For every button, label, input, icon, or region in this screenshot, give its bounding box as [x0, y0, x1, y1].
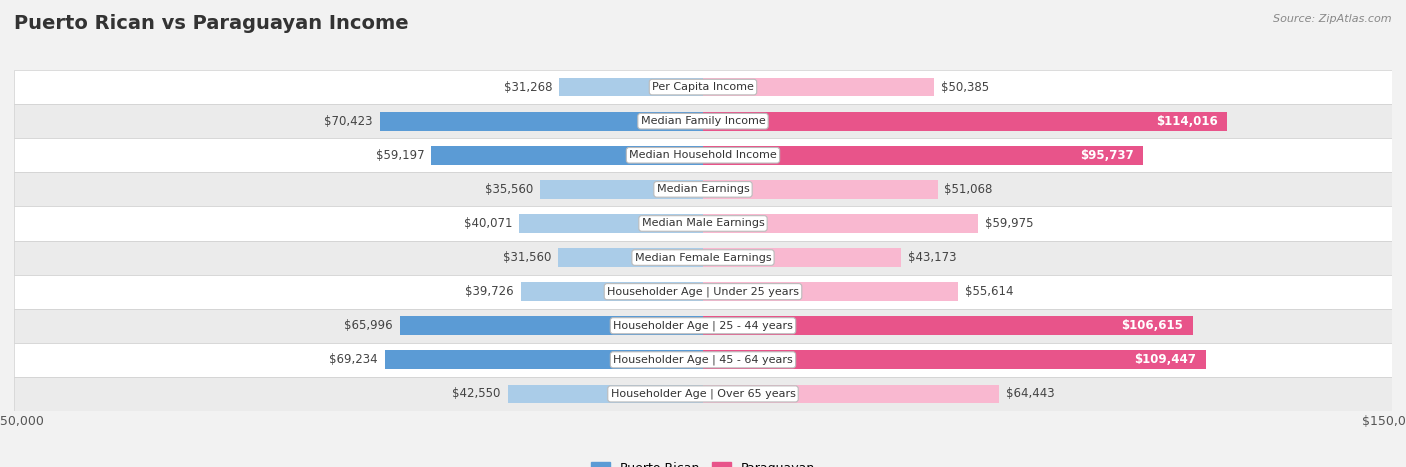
Text: $50,385: $50,385	[941, 81, 990, 93]
Bar	[14, 241, 1392, 275]
Text: Median Male Earnings: Median Male Earnings	[641, 219, 765, 228]
Bar	[703, 350, 1206, 369]
Bar	[520, 282, 703, 301]
Bar	[703, 282, 959, 301]
Bar	[14, 104, 1392, 138]
Text: $65,996: $65,996	[344, 319, 394, 332]
Bar	[14, 309, 1392, 343]
Text: Median Family Income: Median Family Income	[641, 116, 765, 126]
Bar	[14, 377, 1392, 411]
Bar	[703, 316, 1192, 335]
Text: $70,423: $70,423	[325, 115, 373, 127]
Text: $31,560: $31,560	[503, 251, 551, 264]
Text: Per Capita Income: Per Capita Income	[652, 82, 754, 92]
Text: Householder Age | Over 65 years: Householder Age | Over 65 years	[610, 389, 796, 399]
Bar	[703, 112, 1226, 131]
Bar	[380, 112, 703, 131]
Text: Householder Age | Under 25 years: Householder Age | Under 25 years	[607, 286, 799, 297]
Text: $59,975: $59,975	[986, 217, 1033, 230]
Text: $109,447: $109,447	[1135, 354, 1197, 366]
Bar	[399, 316, 703, 335]
Text: Householder Age | 45 - 64 years: Householder Age | 45 - 64 years	[613, 354, 793, 365]
Text: Puerto Rican vs Paraguayan Income: Puerto Rican vs Paraguayan Income	[14, 14, 409, 33]
Text: $59,197: $59,197	[375, 149, 425, 162]
Text: $69,234: $69,234	[329, 354, 378, 366]
Bar	[14, 343, 1392, 377]
Bar	[560, 78, 703, 97]
Bar	[385, 350, 703, 369]
Bar	[14, 138, 1392, 172]
Text: $31,268: $31,268	[503, 81, 553, 93]
Bar	[14, 70, 1392, 104]
Bar	[703, 384, 1000, 403]
Text: $55,614: $55,614	[966, 285, 1014, 298]
Bar	[703, 248, 901, 267]
Text: Householder Age | 25 - 44 years: Householder Age | 25 - 44 years	[613, 320, 793, 331]
Text: $51,068: $51,068	[945, 183, 993, 196]
Text: Median Female Earnings: Median Female Earnings	[634, 253, 772, 262]
Text: $39,726: $39,726	[465, 285, 513, 298]
Text: Median Earnings: Median Earnings	[657, 184, 749, 194]
Text: $114,016: $114,016	[1156, 115, 1218, 127]
Bar	[508, 384, 703, 403]
Bar	[432, 146, 703, 165]
Text: $95,737: $95,737	[1080, 149, 1133, 162]
Text: $106,615: $106,615	[1122, 319, 1184, 332]
Text: $42,550: $42,550	[453, 388, 501, 400]
Bar	[703, 78, 935, 97]
Text: $35,560: $35,560	[485, 183, 533, 196]
Bar	[519, 214, 703, 233]
Bar	[14, 275, 1392, 309]
Legend: Puerto Rican, Paraguayan: Puerto Rican, Paraguayan	[586, 457, 820, 467]
Text: Source: ZipAtlas.com: Source: ZipAtlas.com	[1274, 14, 1392, 24]
Text: Median Household Income: Median Household Income	[628, 150, 778, 160]
Bar	[558, 248, 703, 267]
Bar	[703, 146, 1143, 165]
Bar	[703, 180, 938, 199]
Text: $64,443: $64,443	[1005, 388, 1054, 400]
Text: $43,173: $43,173	[908, 251, 956, 264]
Bar	[540, 180, 703, 199]
Bar	[703, 214, 979, 233]
Bar	[14, 172, 1392, 206]
Text: $40,071: $40,071	[464, 217, 512, 230]
Bar	[14, 206, 1392, 241]
